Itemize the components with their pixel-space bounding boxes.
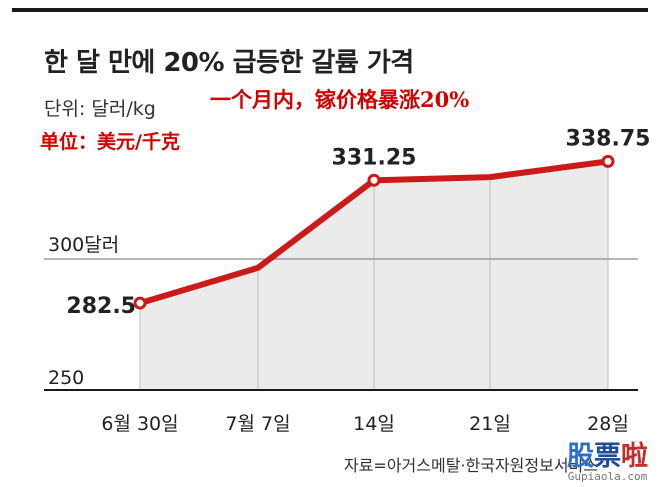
watermark-char: 股 xyxy=(567,441,594,472)
data-point xyxy=(367,173,381,187)
source-note: 자료=아거스메탈·한국자원정보서비스 xyxy=(343,456,598,475)
x-tick-label: 28일 xyxy=(587,413,629,435)
top-border xyxy=(12,8,648,12)
data-label: 282.5 xyxy=(66,294,136,319)
chinese-unit-overlay: 单位：美元/千克 xyxy=(40,131,180,153)
watermark-logo: 股票啦 Gupiaola.com xyxy=(567,443,648,483)
x-tick-label: 21일 xyxy=(469,413,511,435)
chart-title: 한 달 만에 20% 급등한 갈륨 가격 xyxy=(44,48,414,78)
watermark-url: Gupiaola.com xyxy=(567,470,648,483)
x-tick-label: 14일 xyxy=(353,413,395,435)
data-label: 331.25 xyxy=(332,145,417,170)
y-tick-label: 300달러 xyxy=(48,234,119,256)
chinese-title-overlay: 一个月内，镓价格暴涨20% xyxy=(210,87,470,112)
x-tick-label: 6월 30일 xyxy=(101,413,178,435)
unit-label: 단위: 달러/kg xyxy=(44,98,156,120)
data-point xyxy=(133,296,147,310)
y-tick-label: 250 xyxy=(48,367,84,389)
watermark-char: 票 xyxy=(594,441,621,472)
data-point xyxy=(601,154,615,168)
x-tick-label: 7월 7일 xyxy=(225,413,290,435)
watermark-char: 啦 xyxy=(621,441,648,472)
data-label: 338.75 xyxy=(566,126,651,151)
